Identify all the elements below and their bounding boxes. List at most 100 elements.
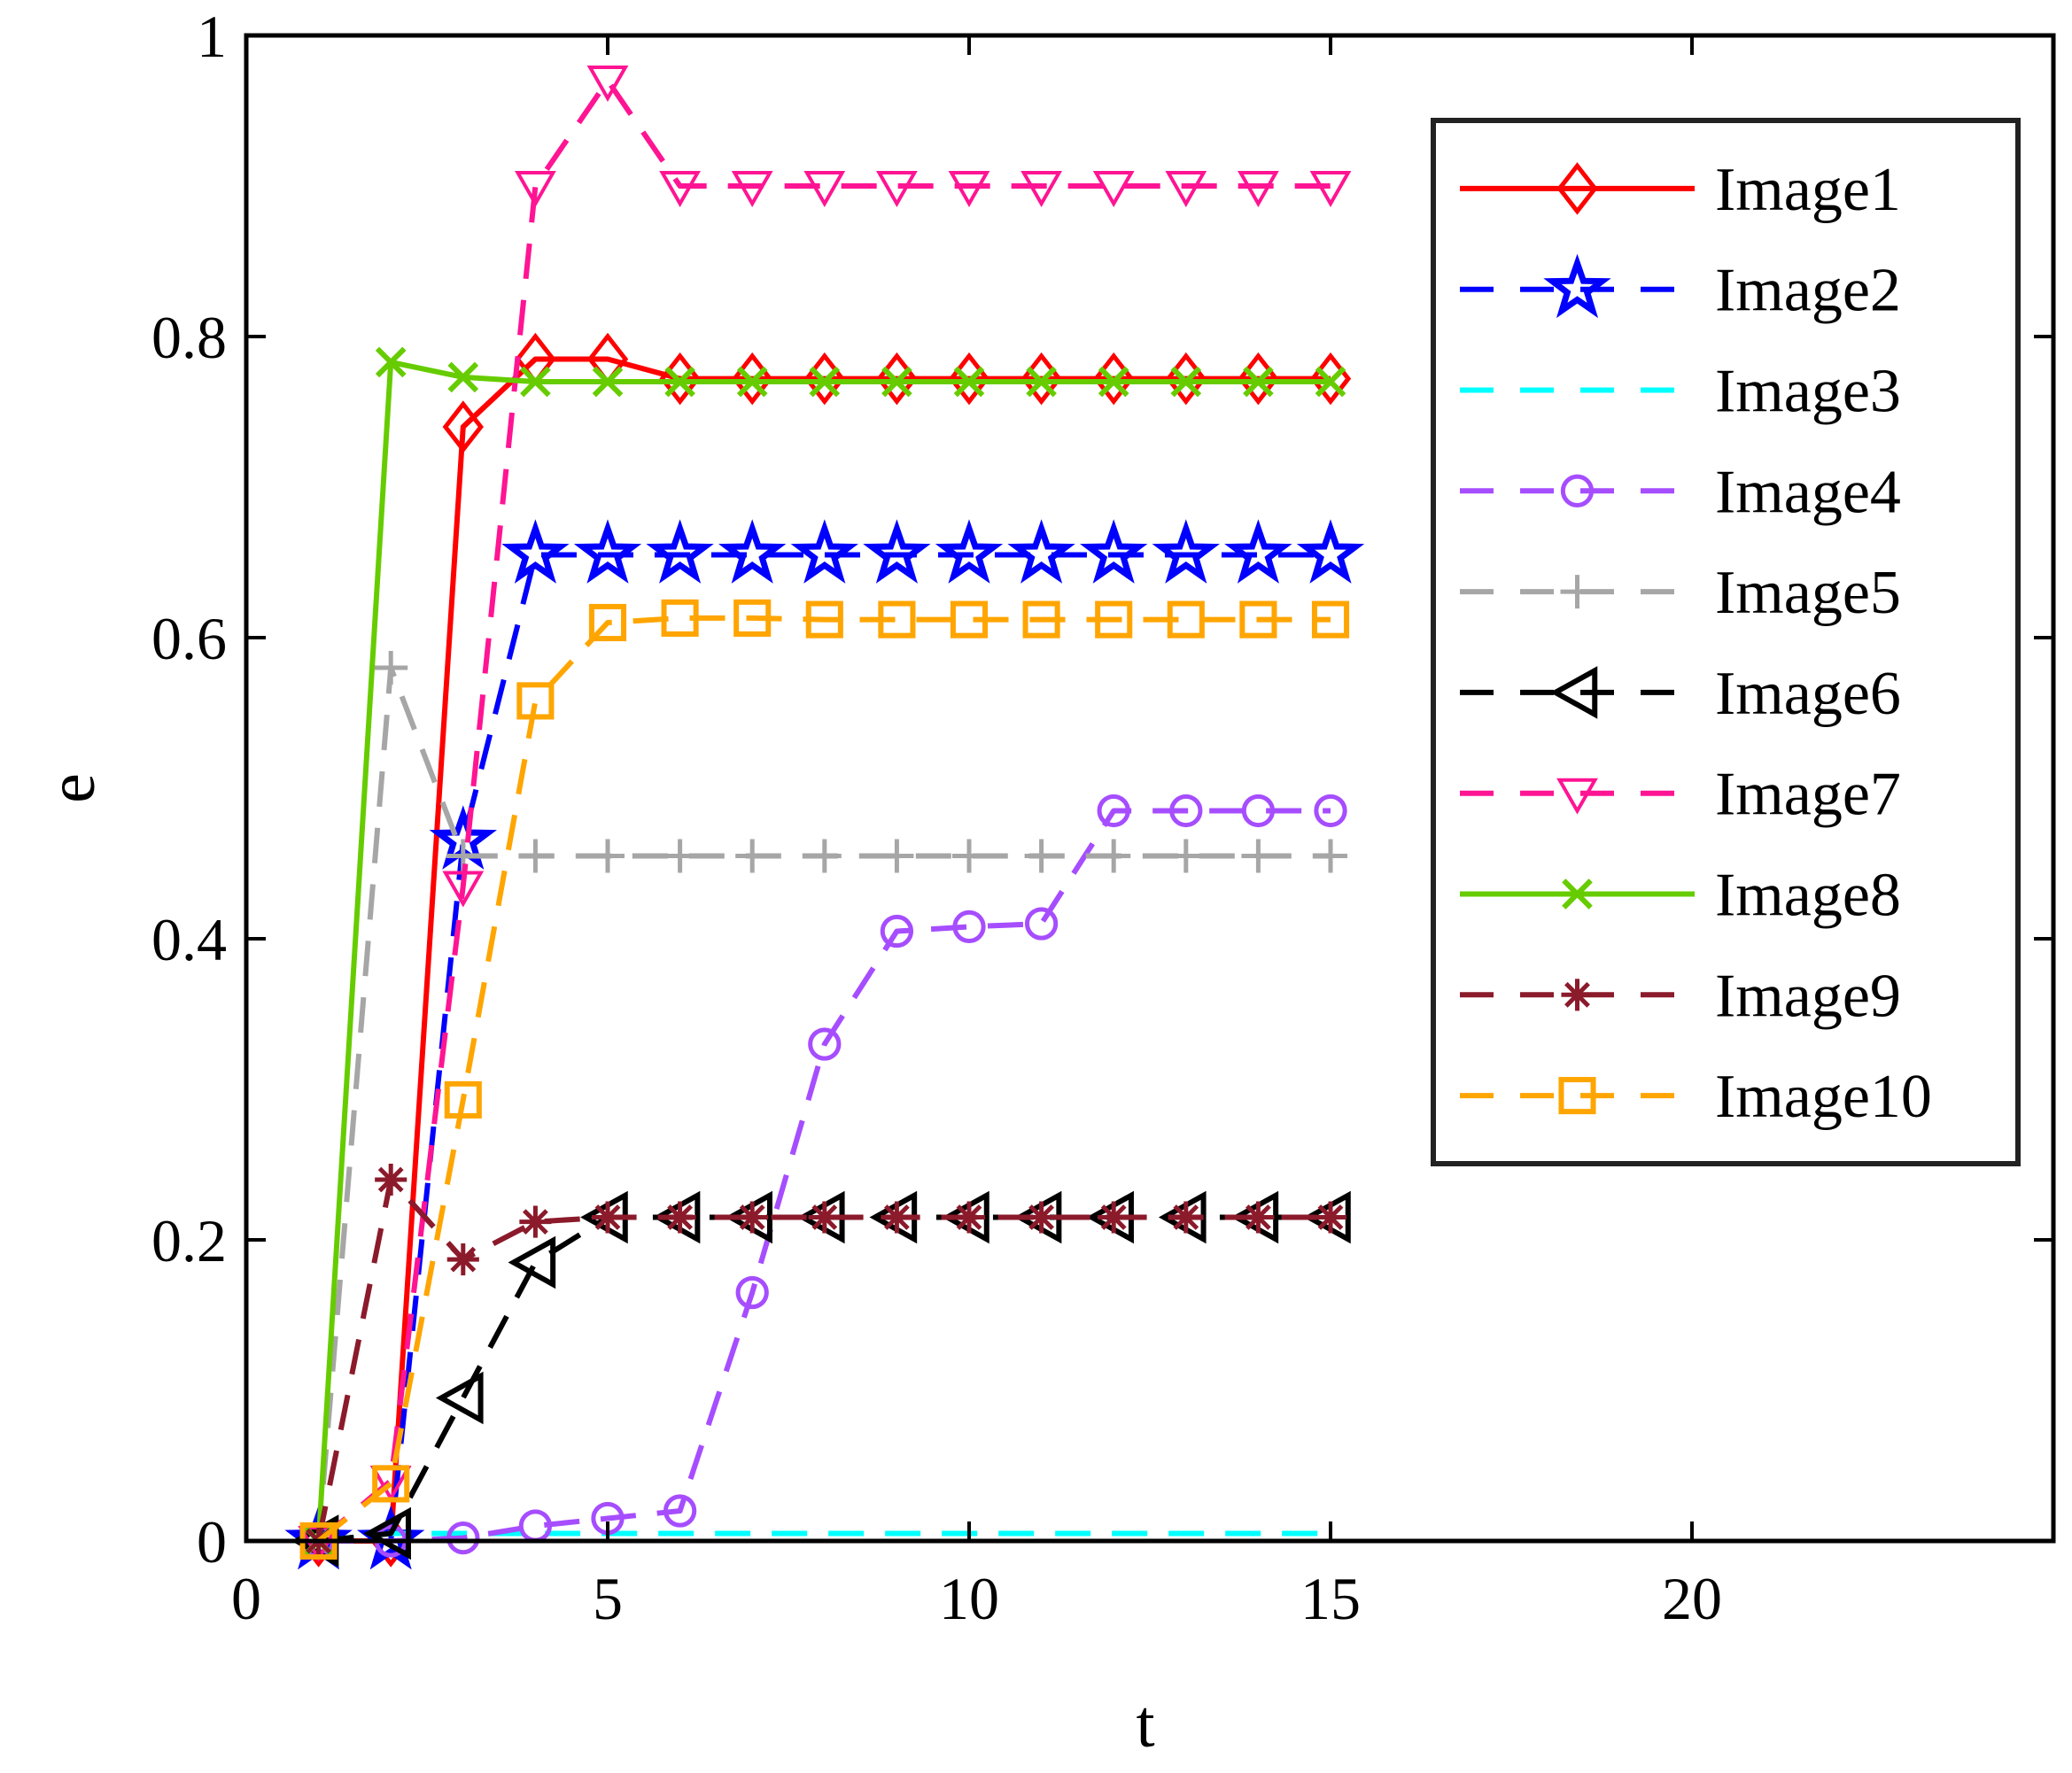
x-tick-label: 0 [231, 1565, 261, 1632]
data-point-image4-8 [808, 1027, 842, 1061]
data-point-image2-6 [646, 519, 714, 584]
data-point-image6-4 [508, 1235, 556, 1289]
data-point-image9-5 [591, 1201, 625, 1234]
data-point-image5-14 [1241, 839, 1276, 873]
data-point-image8-10 [953, 366, 985, 398]
legend-entry-image3: Image3 [1460, 358, 1901, 426]
data-point-image7-5 [586, 66, 629, 102]
data-point-image10-6 [661, 599, 699, 637]
y-tick-label: 0.4 [151, 906, 227, 973]
data-point-image5-9 [880, 839, 914, 873]
legend-marker-image2 [1543, 253, 1611, 319]
data-point-image4-6 [663, 1494, 697, 1528]
data-point-image7-14 [1238, 171, 1279, 207]
data-point-image4-13 [1169, 794, 1203, 828]
data-point-image8-11 [1026, 366, 1057, 398]
series-line-image10 [316, 615, 1331, 1544]
data-point-image2-5 [573, 519, 642, 584]
data-point-image10-14 [1239, 600, 1277, 639]
data-point-image10-8 [805, 600, 843, 639]
legend-entry-image2: Image2 [1460, 253, 1901, 325]
data-point-image5-15 [1314, 839, 1347, 873]
y-tick-label: 0.6 [151, 605, 227, 672]
data-point-image2-9 [863, 519, 931, 584]
data-point-image2-13 [1152, 519, 1220, 584]
data-point-image2-4 [501, 519, 570, 584]
data-point-image9-11 [1025, 1201, 1058, 1234]
data-point-image10-5 [588, 603, 627, 642]
series-line-image7 [316, 78, 1331, 1544]
data-point-image10-13 [1167, 600, 1205, 639]
data-point-image9-8 [808, 1201, 841, 1234]
data-point-image5-13 [1168, 839, 1203, 873]
data-point-image2-10 [935, 519, 1004, 584]
data-point-image9-12 [1098, 1201, 1130, 1234]
legend: Image1 Image2 Image3 Image4 Image5 Image6 Imag… [1431, 118, 2021, 1166]
series-image4 [301, 794, 1347, 1558]
data-point-image4-12 [1097, 794, 1130, 828]
data-point-image9-10 [952, 1201, 986, 1234]
y-tick-label: 0 [197, 1508, 227, 1576]
data-point-image4-11 [1024, 907, 1059, 941]
data-point-image2-15 [1296, 519, 1365, 584]
x-tick-label: 20 [1662, 1565, 1722, 1632]
x-tick-label: 15 [1300, 1565, 1361, 1632]
data-point-image7-6 [659, 171, 701, 207]
data-point-image5-4 [518, 839, 553, 873]
data-point-image7-15 [1309, 171, 1352, 207]
legend-marker-image9 [1561, 979, 1594, 1011]
data-point-image7-10 [948, 171, 990, 207]
data-point-image10-3 [444, 1080, 482, 1119]
legend-entry-image6: Image6 [1460, 660, 1901, 728]
series-line-image2 [318, 552, 1331, 1544]
data-point-image6-2 [363, 1506, 411, 1560]
legend-entry-image1: Image1 [1460, 156, 1901, 224]
legend-marker-image6 [1549, 666, 1598, 719]
data-point-image9-2 [375, 1163, 407, 1196]
data-point-image9-6 [664, 1201, 696, 1234]
legend-marker-image8 [1562, 879, 1593, 910]
data-point-image10-15 [1311, 600, 1350, 639]
y-tick-label: 0.2 [151, 1207, 227, 1274]
data-point-image4-10 [952, 910, 986, 944]
data-point-image10-9 [878, 600, 916, 639]
data-point-image5-6 [663, 839, 697, 873]
data-point-image7-9 [876, 171, 918, 207]
x-axis-label: t [1136, 1687, 1154, 1761]
legend-entry-image4: Image4 [1460, 458, 1901, 526]
data-point-image10-12 [1095, 600, 1133, 639]
legend-entry-image7: Image7 [1460, 761, 1901, 829]
legend-marker-image1 [1556, 162, 1598, 215]
data-point-image8-5 [592, 366, 624, 398]
data-point-image8-8 [809, 366, 841, 398]
data-point-image4-3 [446, 1521, 480, 1555]
legend-label-image3: Image3 [1715, 358, 1901, 426]
data-point-image5-2 [374, 651, 408, 685]
data-point-image8-9 [881, 366, 912, 398]
legend-marker-image5 [1560, 575, 1595, 609]
x-tick-label: 5 [593, 1565, 623, 1632]
data-point-image4-7 [735, 1275, 769, 1310]
data-point-image2-8 [790, 519, 858, 584]
x-tick-label: 10 [939, 1565, 999, 1632]
data-point-image5-7 [735, 839, 770, 873]
data-point-image7-13 [1165, 171, 1207, 207]
data-point-image7-12 [1092, 171, 1135, 207]
data-point-image9-14 [1242, 1201, 1275, 1234]
legend-entry-image10: Image10 [1460, 1063, 1932, 1131]
data-point-image10-4 [516, 682, 555, 720]
data-point-image10-7 [733, 599, 772, 637]
legend-marker-image10 [1558, 1077, 1596, 1115]
data-point-image5-12 [1097, 839, 1131, 873]
data-point-image8-12 [1098, 366, 1129, 398]
data-point-image5-10 [952, 839, 986, 873]
data-point-image8-3 [447, 361, 479, 393]
legend-marker-image7 [1556, 778, 1598, 815]
data-point-image4-9 [880, 914, 914, 948]
data-point-image5-11 [1024, 839, 1059, 873]
y-tick-label: 0.8 [151, 304, 227, 371]
data-point-image7-3 [442, 871, 485, 908]
data-point-image1-3 [442, 400, 484, 453]
